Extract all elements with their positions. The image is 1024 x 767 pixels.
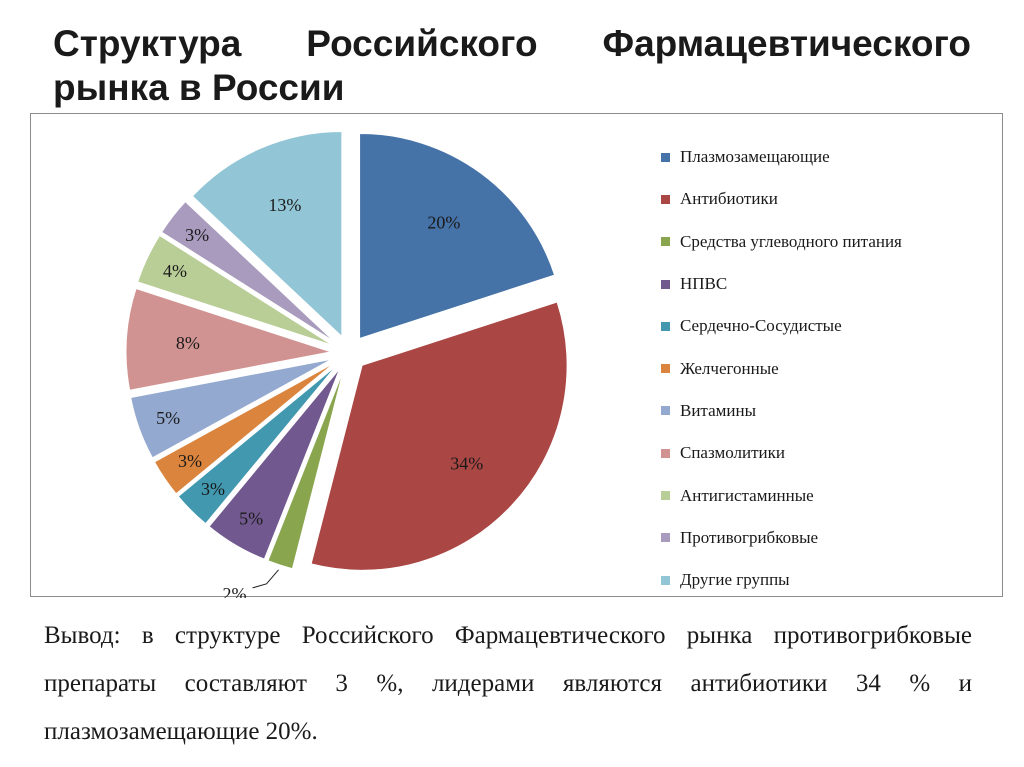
pie-slice-10: [191, 130, 343, 338]
pie-slice-5: [153, 362, 335, 495]
data-label-8: 4%: [163, 261, 187, 281]
data-label-9: 3%: [185, 225, 209, 245]
slide-title-line-1: Структура Российского Фармацевтического: [53, 23, 971, 64]
data-label-4: 3%: [201, 479, 225, 499]
legend-swatch-2: [661, 237, 670, 247]
legend-swatch-1: [661, 194, 670, 204]
pie-slice-7: [125, 287, 332, 391]
legend-label-1: Антибиотики: [680, 189, 778, 209]
pie-slice-6: [130, 358, 333, 459]
pie-slice-2: [267, 369, 344, 570]
data-label-3: 5%: [239, 508, 263, 528]
legend-label-3: НПВС: [680, 274, 728, 294]
pie-slice-4: [177, 365, 337, 525]
pie-chart: 20% 34% 2% 5% 3% 3% 5% 8% 4% 3% 13%: [125, 130, 568, 598]
legend-item-5: Желчегонные: [661, 347, 996, 389]
legend-label-10: Другие группы: [680, 570, 790, 590]
data-label-2: 2%: [223, 584, 247, 598]
data-label-10: 13%: [268, 195, 301, 215]
conclusion-text: Вывод: в структуре Российского Фармацевт…: [44, 622, 972, 745]
pie-slice-3: [208, 368, 341, 560]
legend-swatch-5: [661, 364, 670, 374]
legend-label-4: Сердечно-Сосудистые: [680, 316, 842, 336]
legend-label-6: Витамины: [680, 400, 756, 420]
legend-item-2: Средства углеводного питания: [661, 221, 996, 263]
legend-label-5: Желчегонные: [680, 358, 779, 378]
legend-label-0: Плазмозамещающие: [680, 147, 830, 167]
pie-slice-9: [160, 200, 336, 343]
data-label-1: 34%: [450, 454, 483, 474]
legend-label-7: Спазмолитики: [680, 443, 785, 463]
legend-item-0: Плазмозамещающие: [661, 136, 996, 178]
legend-item-3: НПВС: [661, 263, 996, 305]
slide-title-line-2: рынка в России: [53, 67, 345, 108]
legend-item-8: Антигистаминные: [661, 474, 996, 516]
legend-label-8: Антигистаминные: [680, 485, 814, 505]
data-label-0: 20%: [427, 212, 460, 232]
legend-item-7: Спазмолитики: [661, 432, 996, 474]
pie-slice-8: [137, 234, 333, 346]
data-label-6: 5%: [156, 408, 180, 428]
legend-swatch-9: [661, 533, 670, 543]
legend-label-9: Противогрибковые: [680, 527, 819, 547]
legend-swatch-7: [661, 448, 670, 458]
data-label-7: 8%: [176, 333, 200, 353]
legend-item-1: Антибиотики: [661, 178, 996, 220]
legend-label-2: Средства углеводного питания: [680, 231, 902, 251]
legend-item-6: Витамины: [661, 390, 996, 432]
chart-legend: Плазмозамещающие Антибиотики Средства угле…: [661, 136, 996, 601]
pie-slice-1: [310, 301, 568, 571]
legend-item-4: Сердечно-Сосудистые: [661, 305, 996, 347]
leader-line-2: [252, 569, 279, 589]
slide-title: Структура Российского Фармацевтического …: [53, 22, 971, 110]
data-label-5: 3%: [178, 451, 202, 471]
legend-swatch-4: [661, 321, 670, 331]
chart-frame: 20% 34% 2% 5% 3% 3% 5% 8% 4% 3% 13% Плазмозамещающ…: [30, 113, 1003, 598]
legend-swatch-10: [661, 575, 670, 585]
legend-swatch-0: [661, 152, 670, 162]
legend-swatch-6: [661, 406, 670, 416]
legend-item-9: Противогрибковые: [661, 517, 996, 559]
legend-swatch-8: [661, 491, 670, 501]
pie-slice-0: [359, 132, 556, 340]
legend-swatch-3: [661, 279, 670, 289]
legend-item-10: Другие группы: [661, 559, 996, 601]
